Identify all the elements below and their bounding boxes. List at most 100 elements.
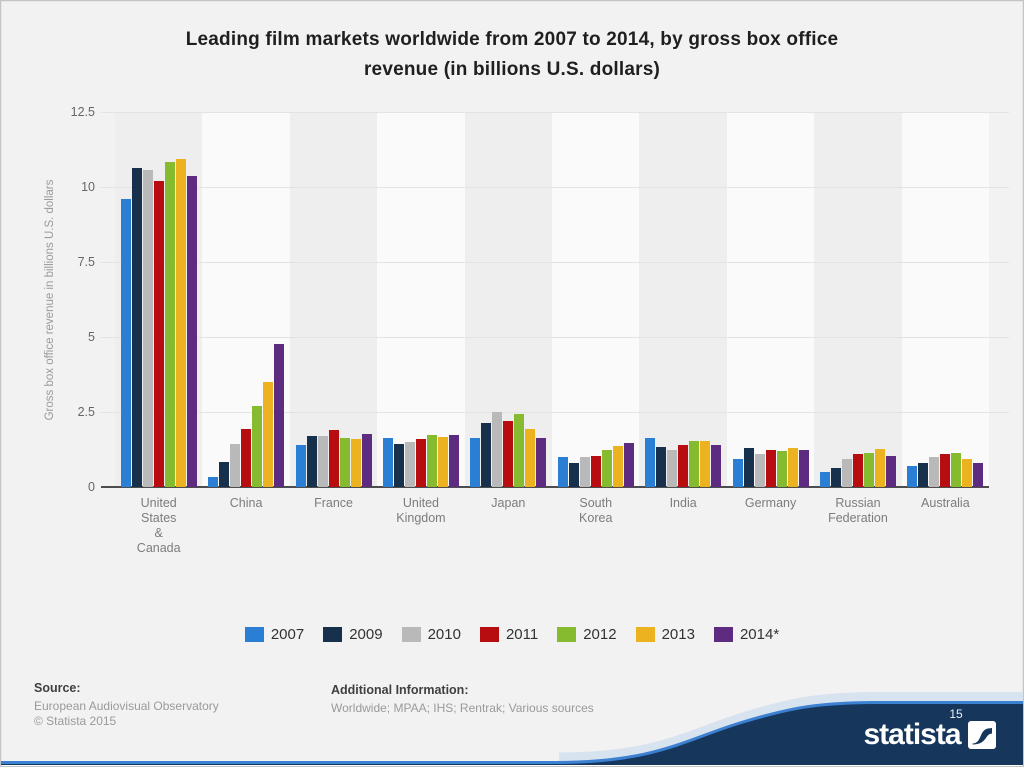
bar: [612, 445, 623, 487]
plot-band: [377, 112, 465, 487]
legend-label: 2009: [349, 626, 383, 643]
bar-group: United States & Canada: [115, 112, 202, 555]
bar-cluster: [814, 112, 901, 487]
bar: [208, 477, 219, 487]
x-category-label: United States & Canada: [136, 496, 181, 555]
bar: [481, 422, 492, 487]
bar: [711, 445, 722, 487]
legend-label: 2007: [270, 626, 305, 643]
bar-cluster: [377, 112, 464, 487]
legend-label: 2010: [427, 626, 461, 643]
legend-swatch: [401, 627, 421, 642]
bar: [841, 458, 852, 487]
bar: [252, 406, 263, 487]
bar: [623, 443, 634, 487]
bar: [186, 176, 197, 487]
bar-group: France: [290, 112, 377, 510]
bar: [426, 435, 437, 487]
bar: [470, 437, 481, 487]
additional-info-line: Worldwide; MPAA; IHS; Rentrak; Various s…: [331, 701, 594, 715]
plot-band: [639, 112, 727, 487]
bar: [819, 472, 830, 487]
source-label: Source:: [34, 681, 81, 695]
legend-item: 2014*: [713, 626, 779, 643]
legend-swatch: [557, 627, 577, 642]
source-line: European Audiovisual Observatory: [34, 699, 219, 713]
bar: [142, 169, 153, 487]
bar: [830, 467, 841, 487]
bar: [678, 445, 689, 487]
bar: [448, 435, 459, 487]
bar: [645, 437, 656, 487]
plot-band: [289, 112, 378, 487]
bar: [164, 161, 175, 487]
bar-group: Germany: [727, 112, 814, 510]
x-category-label: China: [229, 496, 263, 510]
y-axis-title: Gross box office revenue in billions U.S…: [44, 179, 56, 421]
bar: [382, 438, 393, 487]
legend-item: 2013: [635, 626, 695, 643]
bar: [219, 461, 230, 487]
bar-group: United Kingdom: [377, 112, 464, 525]
bar-cluster: [290, 112, 377, 487]
bar: [437, 436, 448, 487]
source-block: Source: European Audiovisual Observatory…: [34, 681, 219, 729]
bar: [667, 449, 678, 487]
bar: [317, 436, 328, 487]
bar: [131, 167, 142, 487]
copyright-line: © Statista 2015: [34, 714, 117, 728]
bar: [732, 458, 743, 487]
legend-label: 2013: [661, 626, 695, 643]
bar: [263, 382, 274, 487]
bar-groups: United States & Canada China France United …: [115, 112, 989, 555]
bar: [339, 438, 350, 487]
bar: [590, 455, 601, 487]
bar: [754, 454, 765, 487]
x-category-label: Germany: [744, 496, 797, 510]
y-tick-label: 2.5: [77, 405, 95, 419]
bar-group: South Korea: [552, 112, 639, 525]
bar: [557, 457, 568, 487]
bar: [295, 445, 306, 487]
statista-logo-text: statista: [863, 718, 961, 751]
bar: [120, 199, 131, 487]
bar: [175, 159, 186, 487]
gridline: [101, 112, 1009, 113]
bar: [656, 446, 667, 487]
bar: [536, 438, 547, 487]
bar: [929, 457, 940, 487]
bar: [874, 448, 885, 487]
bar-cluster: [202, 112, 289, 487]
y-tick-label: 7.5: [77, 255, 95, 269]
bar: [525, 429, 536, 487]
bar: [962, 458, 973, 487]
statista-logo-icon: [968, 721, 996, 749]
x-category-label: Australia: [921, 496, 970, 510]
bar-group: India: [639, 112, 726, 510]
plot-band: [901, 112, 989, 487]
legend-swatch: [479, 627, 499, 642]
legend-item: 2012: [557, 626, 617, 643]
bar: [404, 442, 415, 487]
legend-swatch: [635, 627, 655, 642]
y-tick-label: 12.5: [70, 105, 95, 119]
bar: [274, 344, 285, 487]
y-tick-label: 5: [88, 330, 95, 344]
bar: [885, 455, 896, 487]
bar: [601, 449, 612, 487]
y-tick-label: 10: [81, 180, 95, 194]
plot-band: [552, 112, 640, 487]
bar-cluster: [465, 112, 552, 487]
bar: [776, 451, 787, 487]
bar: [153, 181, 164, 487]
bar: [863, 452, 874, 487]
legend-item: 2007: [244, 626, 305, 643]
gridline: [101, 337, 1009, 338]
bar: [241, 428, 252, 487]
x-category-label: France: [314, 496, 353, 510]
additional-info-label: Additional Information:: [331, 683, 469, 697]
bar: [306, 436, 317, 487]
bar-group: Australia: [902, 112, 989, 510]
bar: [852, 454, 863, 487]
